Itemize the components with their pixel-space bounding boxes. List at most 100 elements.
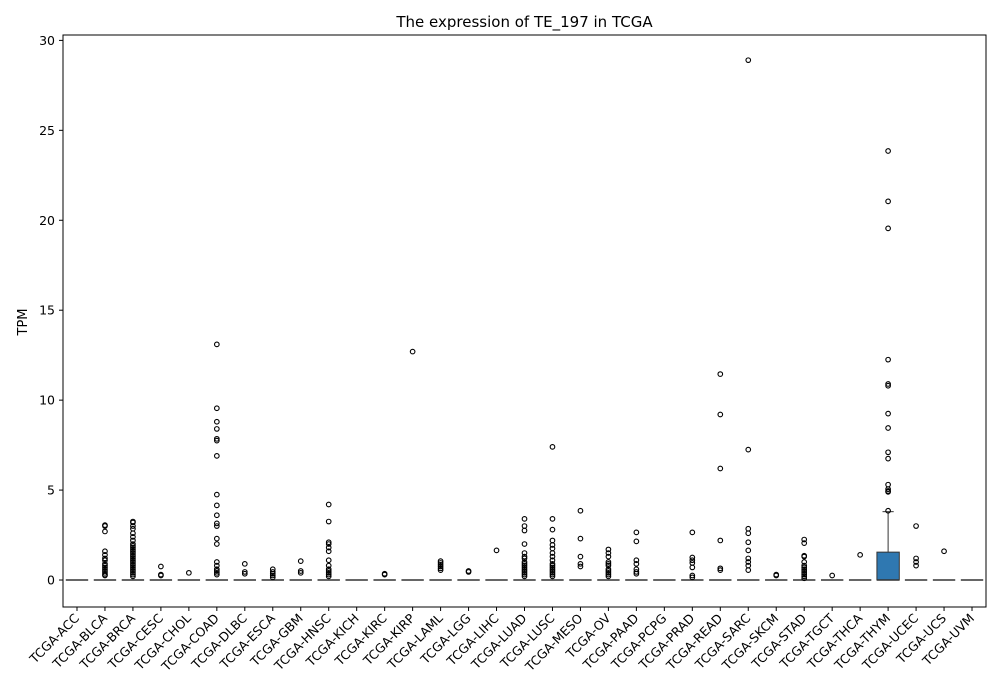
outlier-point	[213, 571, 220, 578]
outlier-point	[857, 551, 863, 558]
outlier-point	[521, 516, 528, 522]
outlier-point	[577, 535, 584, 542]
outlier-point	[213, 502, 220, 509]
outlier-point	[549, 566, 556, 573]
y-tick-label: 20	[39, 213, 55, 228]
y-tick-label: 0	[47, 573, 55, 588]
outlier-point	[130, 557, 136, 564]
outlier-point	[186, 569, 192, 576]
outlier-point	[549, 537, 556, 544]
outlier-point	[213, 559, 220, 565]
outlier-point	[745, 547, 752, 554]
y-tick-label: 25	[39, 123, 55, 138]
outlier-point	[885, 425, 891, 431]
outlier-point	[130, 519, 136, 526]
outlier-point	[885, 356, 891, 363]
plot-area: 051015202530TCGA-ACCTCGA-BLCATCGA-BRCATC…	[26, 33, 987, 675]
outlier-point	[269, 574, 276, 581]
outlier-point	[549, 444, 556, 450]
outlier-point	[885, 489, 891, 495]
outlier-point	[102, 572, 108, 579]
outlier-point	[102, 569, 108, 576]
outlier-point	[130, 562, 136, 569]
outlier-point	[801, 571, 808, 578]
outlier-point	[213, 453, 220, 459]
outlier-point	[689, 572, 696, 579]
outlier-point	[381, 571, 388, 578]
outlier-point	[102, 551, 108, 558]
outlier-point	[913, 559, 919, 565]
outlier-point	[549, 557, 556, 564]
outlier-point	[801, 536, 808, 543]
outlier-point	[801, 562, 808, 569]
outlier-point	[241, 569, 248, 575]
outlier-point	[102, 555, 108, 562]
outlier-point	[130, 550, 136, 556]
outlier-point	[913, 523, 919, 529]
outlier-point	[213, 568, 220, 574]
outlier-point	[325, 501, 332, 508]
outlier-point	[717, 565, 724, 572]
outlier-point	[130, 551, 136, 558]
outlier-point	[689, 554, 696, 561]
outlier-point	[130, 541, 136, 547]
outlier-point	[885, 148, 891, 154]
outlier-point	[913, 562, 919, 569]
outlier-point	[521, 555, 528, 562]
outlier-point	[325, 557, 332, 564]
outlier-point	[885, 486, 891, 493]
outlier-point	[745, 559, 752, 565]
y-tick-label: 30	[39, 33, 55, 48]
y-tick-label: 10	[39, 393, 55, 408]
outlier-point	[745, 57, 752, 64]
outlier-point	[605, 562, 612, 569]
outlier-point	[745, 525, 752, 532]
outlier-point	[521, 566, 528, 573]
outlier-point	[269, 572, 276, 579]
outlier-point	[745, 530, 752, 537]
outlier-point	[325, 569, 332, 576]
outlier-point	[241, 560, 248, 567]
outlier-point	[213, 418, 220, 425]
outlier-point	[801, 566, 808, 573]
outlier-point	[801, 573, 808, 580]
outlier-point	[213, 341, 220, 348]
outlier-point	[745, 555, 752, 562]
outlier-point	[297, 569, 304, 576]
outlier-point	[605, 573, 612, 580]
outlier-point	[885, 455, 891, 462]
outlier-point	[465, 569, 472, 575]
y-axis-title: TPM	[16, 309, 31, 337]
outlier-point	[577, 563, 584, 570]
outlier-point	[717, 567, 724, 573]
outlier-point	[213, 541, 220, 547]
outlier-point	[437, 560, 444, 566]
outlier-point	[213, 535, 220, 542]
outlier-point	[941, 548, 947, 555]
outlier-point	[102, 564, 108, 571]
outlier-point	[549, 553, 556, 560]
outlier-point	[130, 537, 136, 544]
outlier-point	[102, 566, 108, 573]
outlier-point	[130, 542, 136, 549]
outlier-point	[130, 533, 136, 540]
outlier-point	[773, 572, 780, 579]
outlier-point	[213, 426, 220, 432]
outlier-point	[885, 507, 891, 514]
outlier-point	[213, 520, 220, 527]
outlier-point	[437, 567, 444, 573]
outlier-point	[885, 410, 891, 417]
outlier-point	[130, 548, 136, 555]
outlier-point	[325, 544, 332, 551]
outlier-point	[745, 446, 752, 453]
outlier-point	[521, 559, 528, 565]
outlier-point	[130, 553, 136, 560]
outlier-point	[885, 381, 891, 387]
outlier-point	[521, 560, 528, 567]
outlier-point	[549, 573, 556, 580]
outlier-point	[605, 550, 612, 556]
outlier-point	[549, 568, 556, 574]
outlier-point	[689, 564, 696, 571]
outlier-point	[325, 541, 332, 547]
